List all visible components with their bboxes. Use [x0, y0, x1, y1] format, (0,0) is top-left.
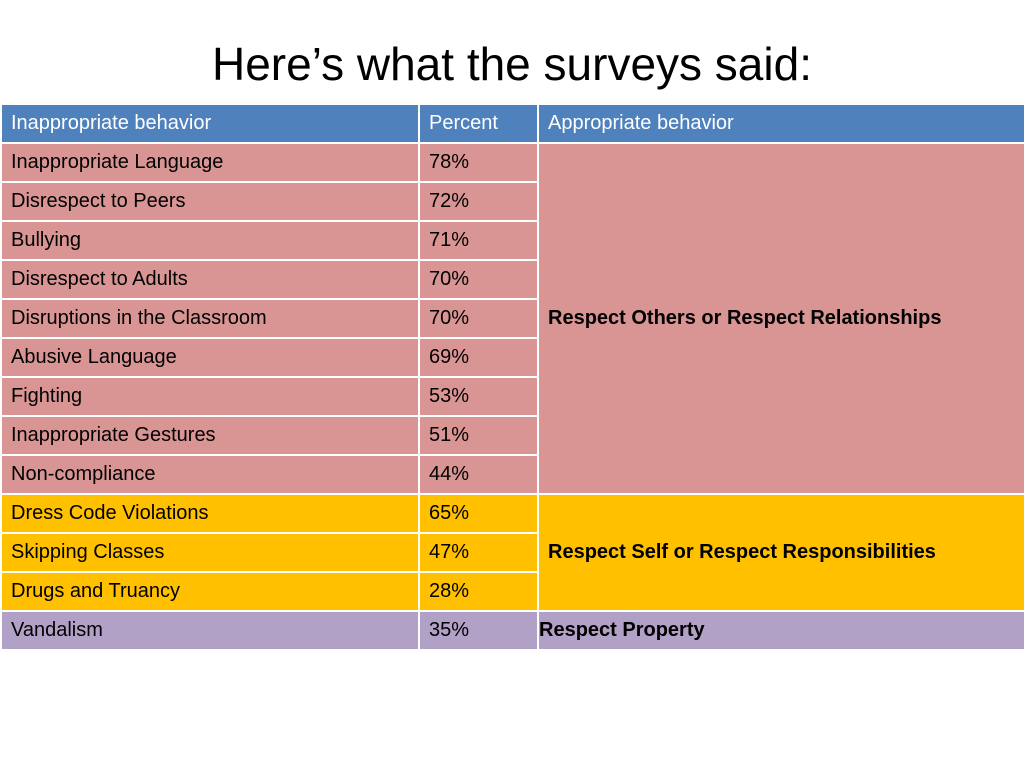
table-row: Skipping Classes 47% — [0, 532, 1024, 573]
behavior-cell: Skipping Classes — [0, 532, 420, 573]
percent-cell: 70% — [418, 298, 539, 339]
table-row: Drugs and Truancy 28% — [0, 571, 1024, 612]
percent-cell: 53% — [418, 376, 539, 417]
table-row: Disrespect to Peers 72% — [0, 181, 1024, 222]
percent-cell: 65% — [418, 493, 539, 534]
percent-cell: 51% — [418, 415, 539, 456]
table-row: Inappropriate Language 78% Respect Other… — [0, 142, 1024, 495]
percent-cell: 28% — [418, 571, 539, 612]
table-row: Fighting 53% — [0, 376, 1024, 417]
appropriate-behavior-cell: Respect Others or Respect Relationships — [537, 142, 1024, 495]
table-row: Disrespect to Adults 70% — [0, 259, 1024, 300]
behavior-cell: Disrespect to Peers — [0, 181, 420, 222]
table-header-row: Inappropriate behavior Percent Appropria… — [0, 103, 1024, 144]
behavior-cell: Inappropriate Language — [0, 142, 420, 183]
behavior-cell: Inappropriate Gestures — [0, 415, 420, 456]
behavior-cell: Dress Code Violations — [0, 493, 420, 534]
percent-cell: 71% — [418, 220, 539, 261]
appropriate-behavior-cell: Respect Self or Respect Responsibilities — [537, 493, 1024, 612]
behavior-cell: Fighting — [0, 376, 420, 417]
percent-cell: 72% — [418, 181, 539, 222]
behavior-cell: Vandalism — [0, 610, 420, 651]
table-row: Inappropriate Gestures 51% — [0, 415, 1024, 456]
percent-cell: 44% — [418, 454, 539, 495]
header-percent: Percent — [418, 103, 539, 144]
header-inappropriate-behavior: Inappropriate behavior — [0, 103, 420, 144]
survey-table: Inappropriate behavior Percent Appropria… — [0, 103, 1024, 651]
table-row: Dress Code Violations 65% Respect Self o… — [0, 493, 1024, 612]
behavior-cell: Disrespect to Adults — [0, 259, 420, 300]
percent-cell: 70% — [418, 259, 539, 300]
percent-cell: 35% — [418, 610, 539, 651]
table-row: Vandalism 35% Respect Property — [0, 610, 1024, 651]
behavior-cell: Non-compliance — [0, 454, 420, 495]
table-row: Disruptions in the Classroom 70% — [0, 298, 1024, 339]
percent-cell: 47% — [418, 532, 539, 573]
behavior-cell: Drugs and Truancy — [0, 571, 420, 612]
percent-cell: 69% — [418, 337, 539, 378]
behavior-cell: Disruptions in the Classroom — [0, 298, 420, 339]
table-row: Non-compliance 44% — [0, 454, 1024, 495]
table-row: Bullying 71% — [0, 220, 1024, 261]
slide-title: Here’s what the surveys said: — [212, 38, 812, 90]
header-appropriate-behavior: Appropriate behavior — [537, 103, 1024, 144]
appropriate-behavior-cell: Respect Property — [537, 610, 1024, 651]
percent-cell: 78% — [418, 142, 539, 183]
behavior-cell: Bullying — [0, 220, 420, 261]
behavior-cell: Abusive Language — [0, 337, 420, 378]
table-row: Abusive Language 69% — [0, 337, 1024, 378]
